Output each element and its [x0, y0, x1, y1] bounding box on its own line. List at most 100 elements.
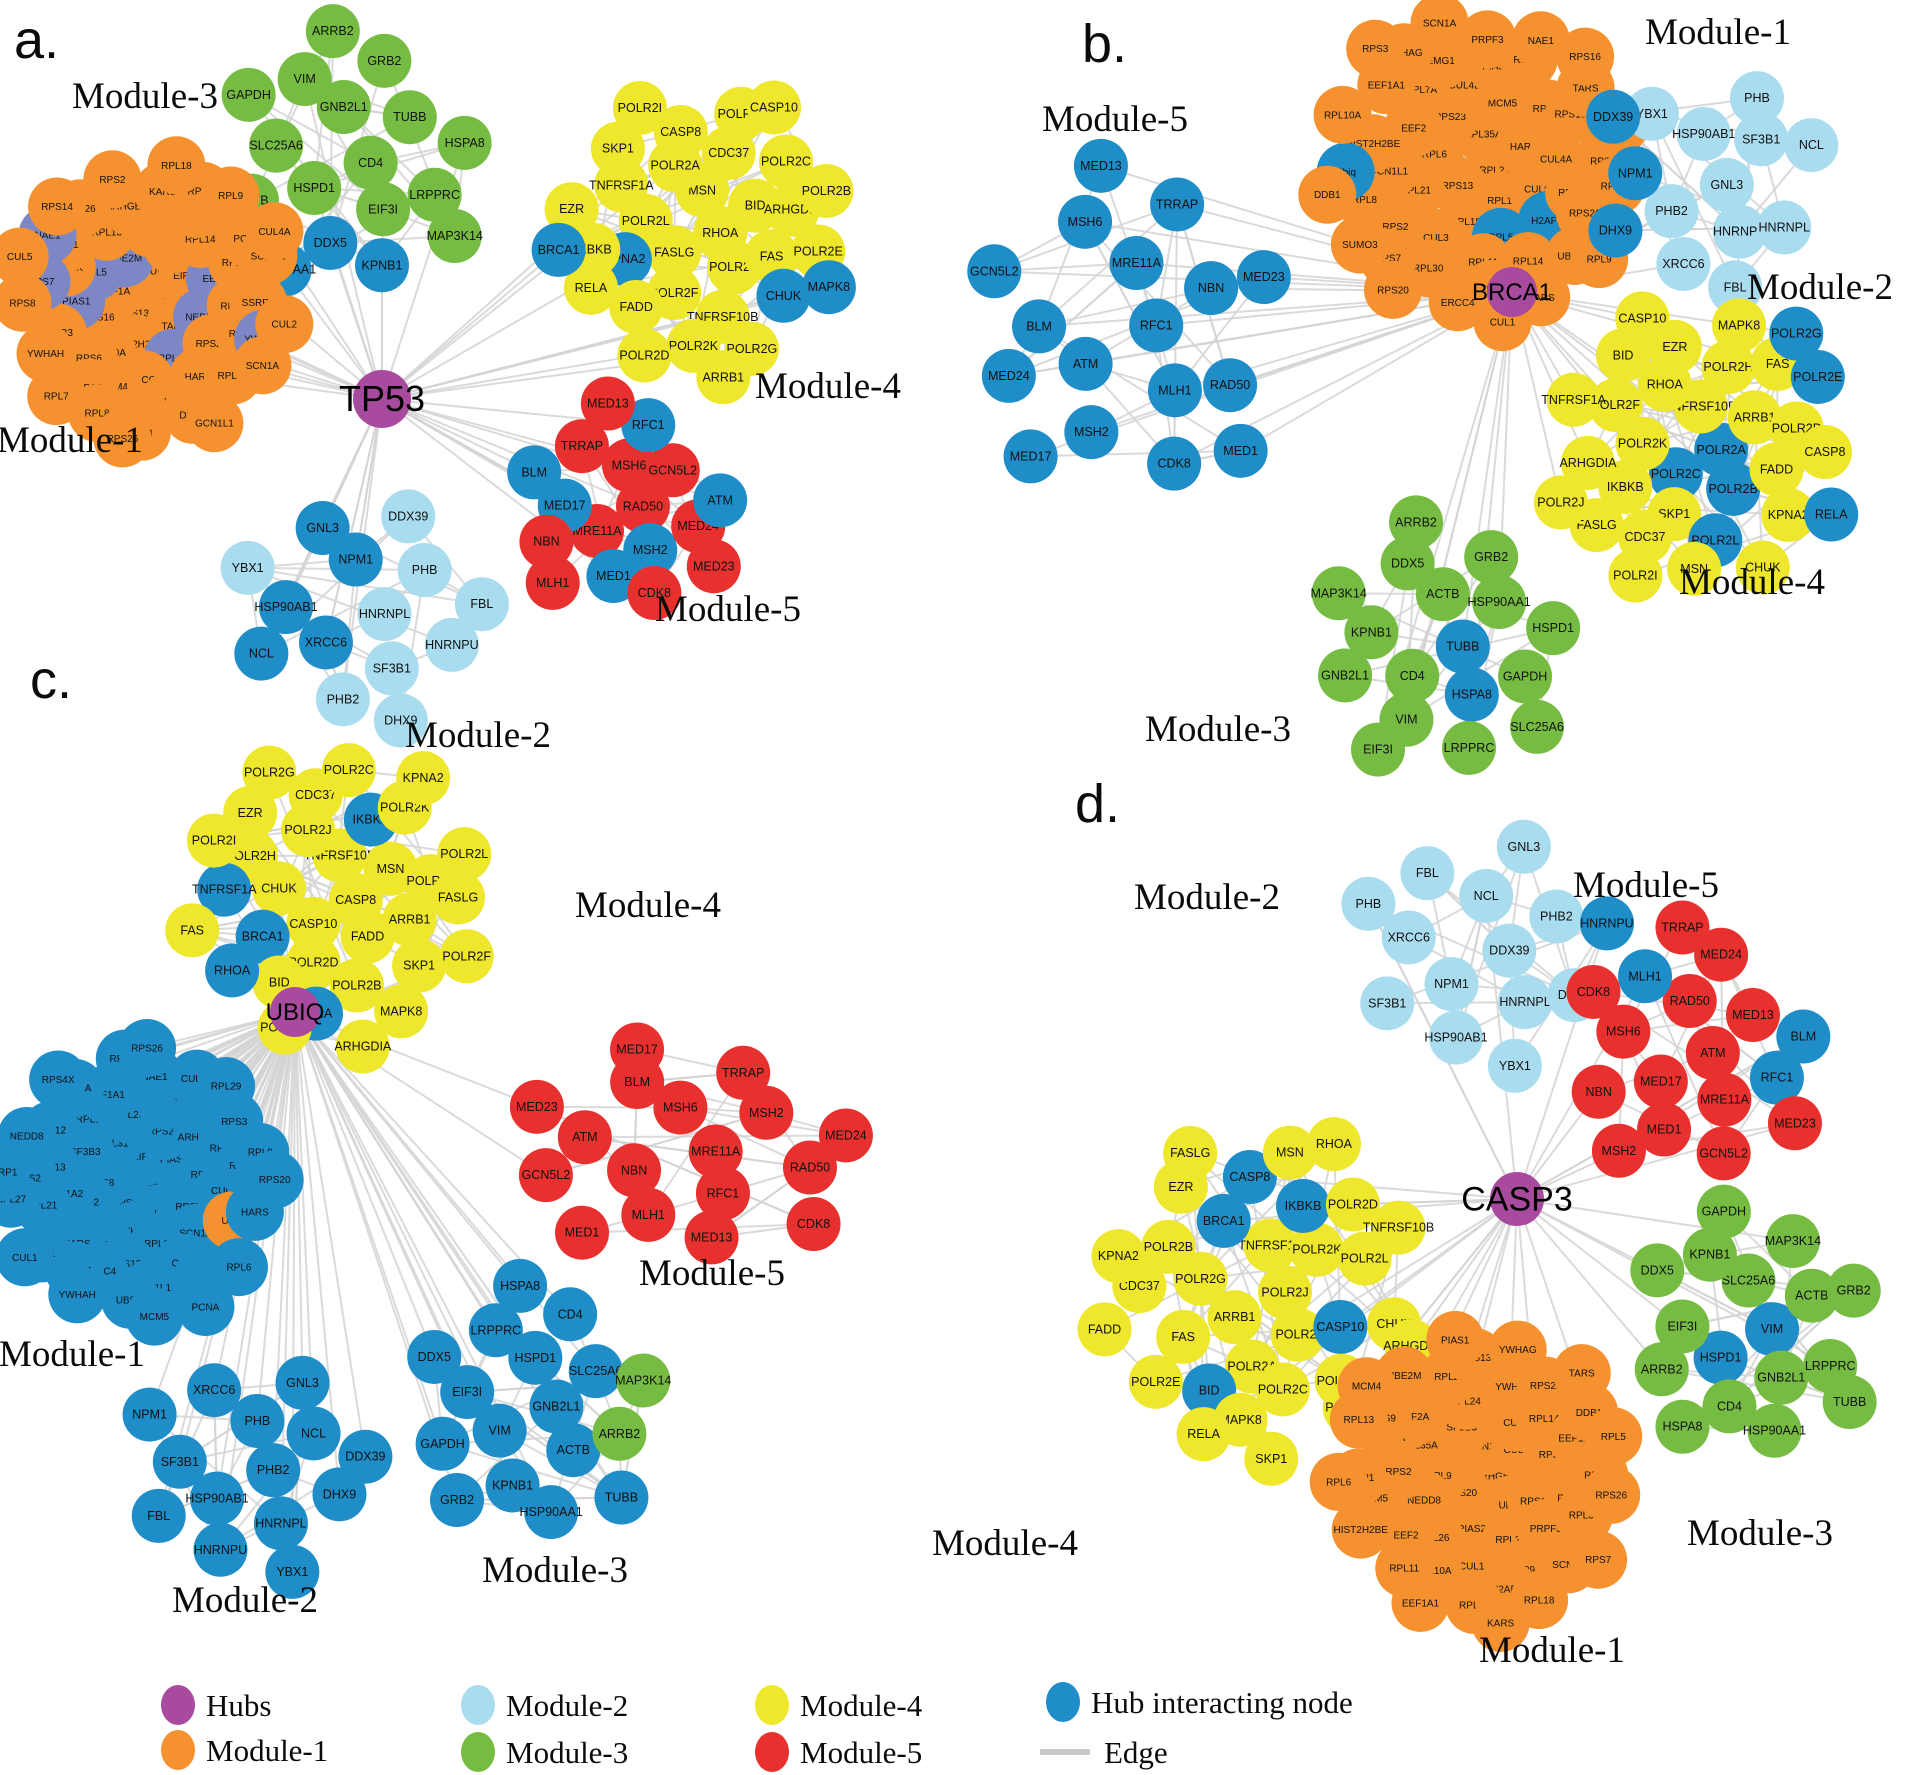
gene-circle [0, 227, 49, 286]
gene-node-FADD: FADD [340, 909, 395, 964]
gene-node-GNL3: GNL3 [275, 1355, 330, 1410]
gene-circle [1176, 1407, 1231, 1462]
gene-label: MED17 [616, 1042, 658, 1056]
gene-node-HSP90AB1: HSP90AB1 [1424, 1010, 1488, 1065]
gene-label: MSN [688, 183, 716, 197]
gene-node-SLC25A6: SLC25A6 [1510, 699, 1565, 754]
gene-label: ACTB [1426, 587, 1459, 601]
gene-node-MRE11A: MRE11A [688, 1124, 743, 1179]
gene-label: PHB [245, 1414, 271, 1428]
gene-label: PHB2 [1655, 204, 1688, 218]
gene-node-CHUK: CHUK [756, 268, 811, 323]
gene-label: POLR2I [1613, 569, 1657, 583]
gene-circle [1697, 1072, 1752, 1127]
gene-label: RELA [575, 281, 608, 295]
gene-circle [165, 903, 220, 958]
gene-node-YBX1: YBX1 [265, 1544, 320, 1599]
gene-circle [0, 1142, 31, 1201]
gene-label: RPS3 [1539, 1450, 1566, 1461]
gene-node-MSN: MSN [1667, 541, 1722, 596]
gene-node-YBX1: YBX1 [1624, 86, 1679, 141]
gene-label: RPS2 [1382, 222, 1409, 233]
gene-circle [407, 167, 462, 222]
gene-circle [1471, 1593, 1530, 1652]
gene-label: MED24 [825, 1128, 867, 1142]
gene-node-IKBKB: IKBKB [1276, 1178, 1331, 1233]
gene-node-KPNB1: KPNB1 [354, 238, 409, 293]
gene-node-GNL3: GNL3 [1496, 819, 1551, 874]
gene-circle [1184, 261, 1239, 316]
gene-node-MED1: MED1 [586, 549, 641, 604]
gene-circle [1765, 1214, 1820, 1269]
module-label-a: Module-2 [405, 715, 551, 756]
gene-circle [1435, 619, 1490, 674]
gene-label: MAP3K14 [427, 229, 483, 243]
gene-label: RPS3 [1362, 44, 1389, 55]
gene-node-TRRAP: TRRAP [1655, 900, 1710, 955]
gene-node-ARRB2: ARRB2 [1389, 495, 1444, 550]
gene-circle [695, 1166, 750, 1221]
legend-label: Module-3 [506, 1735, 628, 1770]
gene-label: RPL13 [1344, 1415, 1375, 1426]
module-label-d: Module-5 [1573, 865, 1719, 906]
gene-circle [1696, 1126, 1751, 1181]
module-label-a: Module-4 [755, 366, 901, 407]
gene-label: PHB2 [327, 692, 360, 706]
gene-label: CUL4B [1449, 80, 1482, 91]
gene-circle [1615, 291, 1670, 346]
gene-circle [1488, 1320, 1547, 1379]
gene-label: HSPD1 [1532, 621, 1574, 635]
gene-label: KARS [149, 187, 177, 198]
gene-circle [739, 1085, 794, 1140]
gene-node-KARS: KARS [1471, 1593, 1530, 1652]
gene-label: MSH6 [1606, 1025, 1641, 1039]
gene-label: RPL8 [84, 409, 109, 420]
gene-label: XRCC6 [1388, 930, 1430, 944]
gene-label: GNB2L1 [1321, 668, 1369, 682]
gene-node-PHB: PHB [1341, 876, 1396, 931]
gene-circle [1325, 1177, 1380, 1232]
edge [1038, 203, 1178, 328]
gene-node-MAP3K14: MAP3K14 [615, 1353, 671, 1408]
gene-label: BRCA1 [1203, 1214, 1245, 1228]
gene-circle [1064, 405, 1119, 460]
gene-label: RPL27 [1434, 1372, 1465, 1383]
module-label-d: Module-2 [1134, 877, 1280, 918]
gene-label: RPL35A [1401, 1441, 1439, 1452]
gene-node-CASP10: CASP10 [746, 80, 801, 135]
gene-node-POLR2J: POLR2J [1258, 1265, 1313, 1320]
panel-letter-b: b. [1082, 14, 1127, 74]
gene-circle [531, 222, 586, 277]
gene-circle [590, 121, 645, 176]
gene-label: GNL3 [1711, 178, 1744, 192]
gene-node-POLR2F: POLR2F [439, 929, 494, 984]
gene-label: HSP90AB1 [254, 600, 317, 614]
gene-node-FAS: FAS [165, 903, 220, 958]
gene-label: MED1 [565, 1226, 600, 1240]
gene-circle [1784, 1268, 1839, 1323]
gene-circle [27, 367, 86, 426]
gene-label: BLM [1790, 1030, 1816, 1044]
gene-label: GNB2L1 [1757, 1371, 1805, 1385]
gene-circle [1608, 548, 1663, 603]
module-label-a: Module-3 [72, 76, 218, 117]
gene-node-POLR2K: POLR2K [1615, 416, 1670, 471]
gene-circle [234, 626, 289, 681]
gene-node-POLR2D: POLR2D [617, 328, 672, 383]
gene-circle [245, 1150, 304, 1209]
gene-label: TARS [1569, 1369, 1595, 1380]
gene-node-DDX5: DDX5 [407, 1329, 462, 1384]
gene-node-NCL: NCL [234, 626, 289, 681]
legend-label: Hubs [206, 1688, 271, 1723]
gene-label: VIM [489, 1424, 511, 1438]
gene-node-CUL2: CUL2 [255, 295, 314, 354]
gene-label: MED1 [1647, 1123, 1682, 1137]
gene-label: GRB2 [1837, 1284, 1871, 1298]
gene-label: SKP1 [1658, 507, 1690, 521]
hub-label: TP53 [339, 378, 425, 419]
gene-node-HSPD1: HSPD1 [1693, 1330, 1748, 1385]
gene-node-POLR2G: POLR2G [1769, 306, 1824, 361]
gene-label: CD4 [558, 1307, 583, 1321]
gene-label: DDX39 [388, 509, 428, 523]
gene-circle [1769, 306, 1824, 361]
